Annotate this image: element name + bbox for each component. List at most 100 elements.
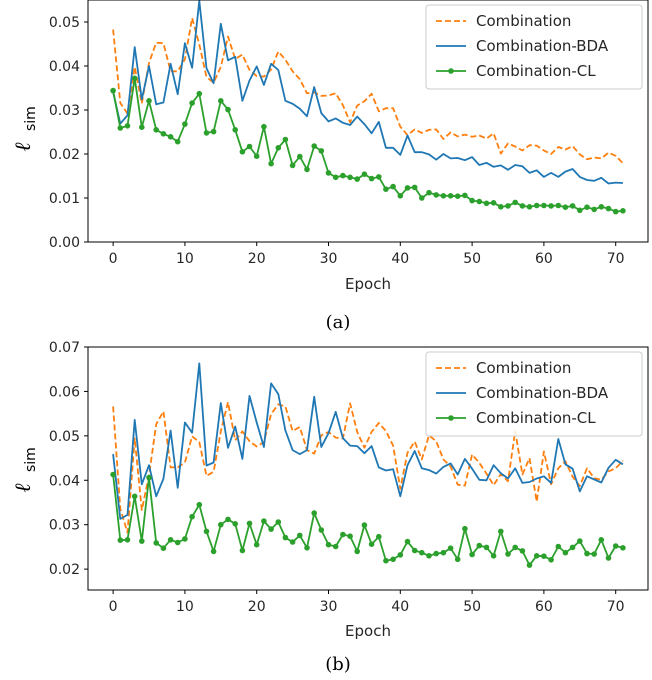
y-axis-label: ℓ sim [11,447,39,492]
panel-caption: (b) [325,654,351,675]
legend-label: Combination [476,359,571,377]
data-point [469,197,475,204]
data-point [311,143,318,149]
data-point [146,98,152,104]
data-point [433,192,440,198]
data-point [620,208,626,214]
data-point [376,533,382,540]
data-point [332,543,339,550]
data-point [160,131,167,137]
data-point [131,493,138,500]
data-point [397,193,404,199]
legend-label: Combination-BDA [476,384,609,402]
series-line-combination-cl [112,77,623,213]
data-point [519,548,526,554]
plot-frame [87,0,649,243]
data-point [289,539,296,545]
data-point [577,538,583,544]
y-tick-label: 0.02 [49,562,80,578]
data-point [526,204,533,210]
data-point [612,543,619,549]
data-point [232,521,238,527]
data-point [225,106,231,113]
series-line-combination-bda [112,362,624,520]
data-point [548,203,554,209]
series-line-combination [112,401,624,534]
data-point [203,528,210,535]
data-point [196,90,203,97]
data-point [397,552,404,558]
data-point [218,98,224,104]
data-point [555,543,562,550]
data-point [117,537,124,543]
data-point [196,501,203,508]
data-point [462,192,468,199]
data-point [153,127,159,133]
y-tick-label: 0.06 [49,384,80,400]
data-point [239,149,246,155]
data-point [347,174,353,181]
data-point [419,549,425,556]
data-point [174,138,181,145]
data-point [325,541,332,548]
data-point [354,548,361,555]
y-tick-label: 0.00 [49,235,80,251]
data-point [275,145,282,151]
data-point [390,183,396,190]
data-point [368,175,375,182]
data-point [383,557,389,564]
data-point [562,204,569,210]
data-point [404,538,411,545]
data-point [182,121,188,127]
x-axis-label: Epoch [345,622,391,640]
data-point [577,207,583,214]
data-point [426,553,432,559]
data-point [598,537,605,543]
data-point [591,551,597,557]
data-point [469,551,475,558]
data-point [462,525,468,532]
data-point [182,536,188,542]
data-point [612,208,619,215]
x-tick-label: 20 [248,251,266,267]
legend-box [425,4,643,90]
data-point [297,532,303,539]
data-point [318,148,325,154]
data-point [533,202,540,209]
data-point [203,130,210,136]
data-point [124,123,131,129]
series-line-combination-bda [112,0,623,185]
x-tick-label: 40 [391,251,409,267]
x-tick-label: 50 [463,251,481,267]
panel-caption: (a) [326,312,351,333]
data-point [189,513,195,520]
data-point [620,545,626,551]
data-point [605,555,612,561]
data-point [304,545,310,551]
data-point [598,204,605,210]
data-point [591,206,597,213]
data-point [383,186,389,192]
data-point [297,153,303,160]
x-tick-label: 10 [176,599,194,615]
data-point [411,184,418,191]
data-point [124,537,131,543]
data-point [210,128,217,135]
data-point [311,510,318,516]
x-tick-label: 70 [607,251,625,267]
data-point [131,75,138,82]
data-point [354,176,361,182]
data-point [347,533,353,539]
y-tick-label: 0.03 [49,103,80,119]
data-point [440,193,447,199]
y-axis-label-main: ℓ [11,142,36,152]
legend-label: Combination-BDA [476,37,609,55]
data-point [433,550,440,557]
data-point [404,185,411,191]
data-point [340,531,346,538]
data-point [167,134,174,140]
data-point [376,174,382,180]
y-tick-label: 0.05 [49,15,80,31]
data-point [526,562,533,568]
